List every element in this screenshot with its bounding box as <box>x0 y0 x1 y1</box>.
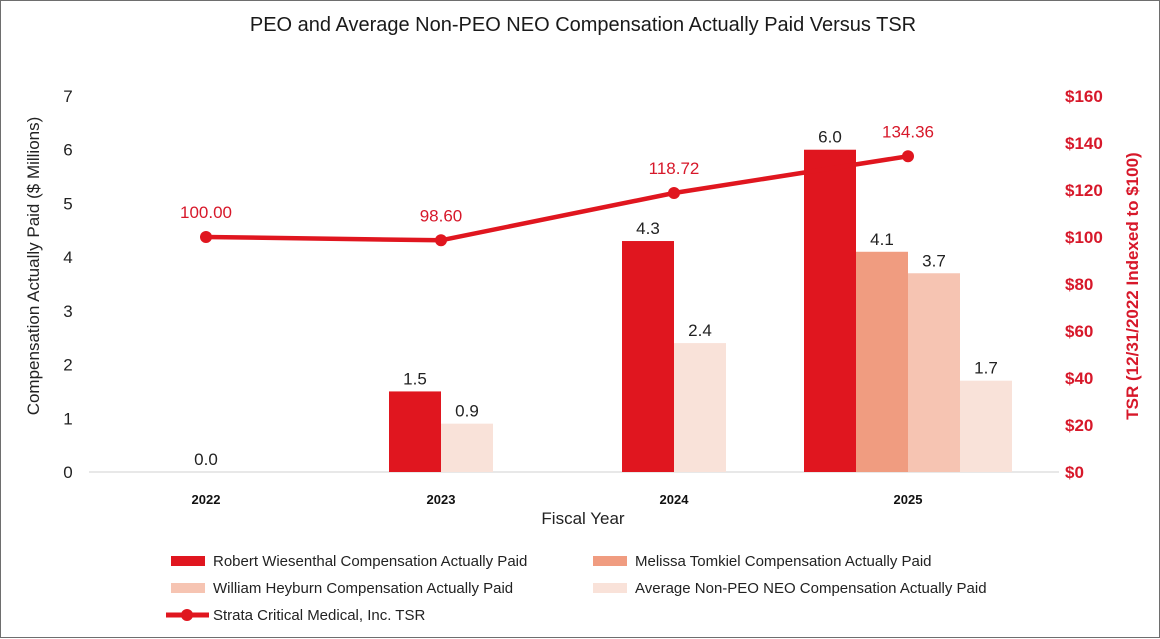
bar-data-label: 1.7 <box>974 359 998 378</box>
bar <box>960 380 1012 472</box>
bar <box>622 241 674 472</box>
y-tick-label: 6 <box>63 141 72 160</box>
y2-tick-label: $120 <box>1065 181 1103 200</box>
y2-tick-label: $140 <box>1065 134 1103 153</box>
y2-tick-label: $40 <box>1065 369 1093 388</box>
x-axis-ticks: 2022 2023 2024 2025 <box>192 492 923 507</box>
bar-data-label: 4.1 <box>870 230 894 249</box>
bar <box>908 273 960 472</box>
tsr-data-label: 134.36 <box>882 122 934 141</box>
y-tick-label: 1 <box>63 409 72 428</box>
y2-axis-label: TSR (12/31/2022 Indexed to $100) <box>1123 152 1142 419</box>
legend: Robert Wiesenthal Compensation Actually … <box>166 553 987 624</box>
bar <box>674 343 726 472</box>
legend-label: Average Non-PEO NEO Compensation Actuall… <box>635 580 987 597</box>
y2-tick-label: $0 <box>1065 463 1084 482</box>
legend-label: Strata Critical Medical, Inc. TSR <box>213 607 425 624</box>
x-tick-label: 2023 <box>427 492 456 507</box>
y2-axis-ticks: $0 $20 $40 $60 $80 $100 $120 $140 $160 <box>1065 87 1103 482</box>
bar-data-label: 1.5 <box>403 369 427 388</box>
y2-tick-label: $160 <box>1065 87 1103 106</box>
bar <box>389 391 441 472</box>
y-tick-label: 4 <box>63 248 72 267</box>
bar <box>856 251 908 472</box>
tsr-point <box>902 150 914 163</box>
tsr-line-path <box>205 154 909 243</box>
bar-data-label: 6.0 <box>818 128 842 147</box>
chart-title: PEO and Average Non-PEO NEO Compensation… <box>250 14 916 36</box>
bar-data-label: 3.7 <box>922 251 946 270</box>
legend-label: Melissa Tomkiel Compensation Actually Pa… <box>635 553 932 570</box>
legend-swatch <box>593 583 627 593</box>
bar-data-label: 4.3 <box>636 219 660 238</box>
legend-label: Robert Wiesenthal Compensation Actually … <box>213 553 527 570</box>
y-tick-label: 2 <box>63 356 72 375</box>
tsr-data-label: 100.00 <box>180 203 232 222</box>
tsr-data-label: 118.72 <box>649 159 700 178</box>
y-axis-ticks: 0 1 2 3 4 5 6 7 <box>63 87 72 482</box>
y-axis-label: Compensation Actually Paid ($ Millions) <box>24 117 43 416</box>
y2-tick-label: $80 <box>1065 275 1093 294</box>
tsr-line: 100.00 98.60 118.72 134.36 <box>180 122 934 247</box>
legend-marker <box>181 609 193 621</box>
y-tick-label: 3 <box>63 302 72 321</box>
bars: 0.0 1.5 0.9 4.3 2.4 6.0 4.1 3.7 1.7 <box>194 128 1012 472</box>
x-tick-label: 2024 <box>660 492 690 507</box>
x-tick-label: 2022 <box>192 492 221 507</box>
legend-swatch <box>171 556 205 566</box>
y2-tick-label: $60 <box>1065 322 1093 341</box>
bar-data-label: 0.9 <box>455 402 479 421</box>
bar <box>441 423 493 472</box>
y-tick-label: 5 <box>63 194 72 213</box>
x-axis-label: Fiscal Year <box>541 509 624 528</box>
y-tick-label: 7 <box>63 87 72 106</box>
legend-swatch <box>171 583 205 593</box>
tsr-point <box>668 187 680 200</box>
bar <box>804 149 856 472</box>
legend-swatch <box>593 556 627 566</box>
tsr-point <box>200 231 212 243</box>
y2-tick-label: $20 <box>1065 416 1093 435</box>
bar-data-label: 0.0 <box>194 450 218 469</box>
bar-data-label: 2.4 <box>688 321 712 340</box>
y-tick-label: 0 <box>63 463 72 482</box>
tsr-data-label: 98.60 <box>420 206 463 225</box>
legend-label: William Heyburn Compensation Actually Pa… <box>213 580 513 597</box>
tsr-point <box>435 234 447 247</box>
x-tick-label: 2025 <box>894 492 923 507</box>
y2-tick-label: $100 <box>1065 228 1103 247</box>
